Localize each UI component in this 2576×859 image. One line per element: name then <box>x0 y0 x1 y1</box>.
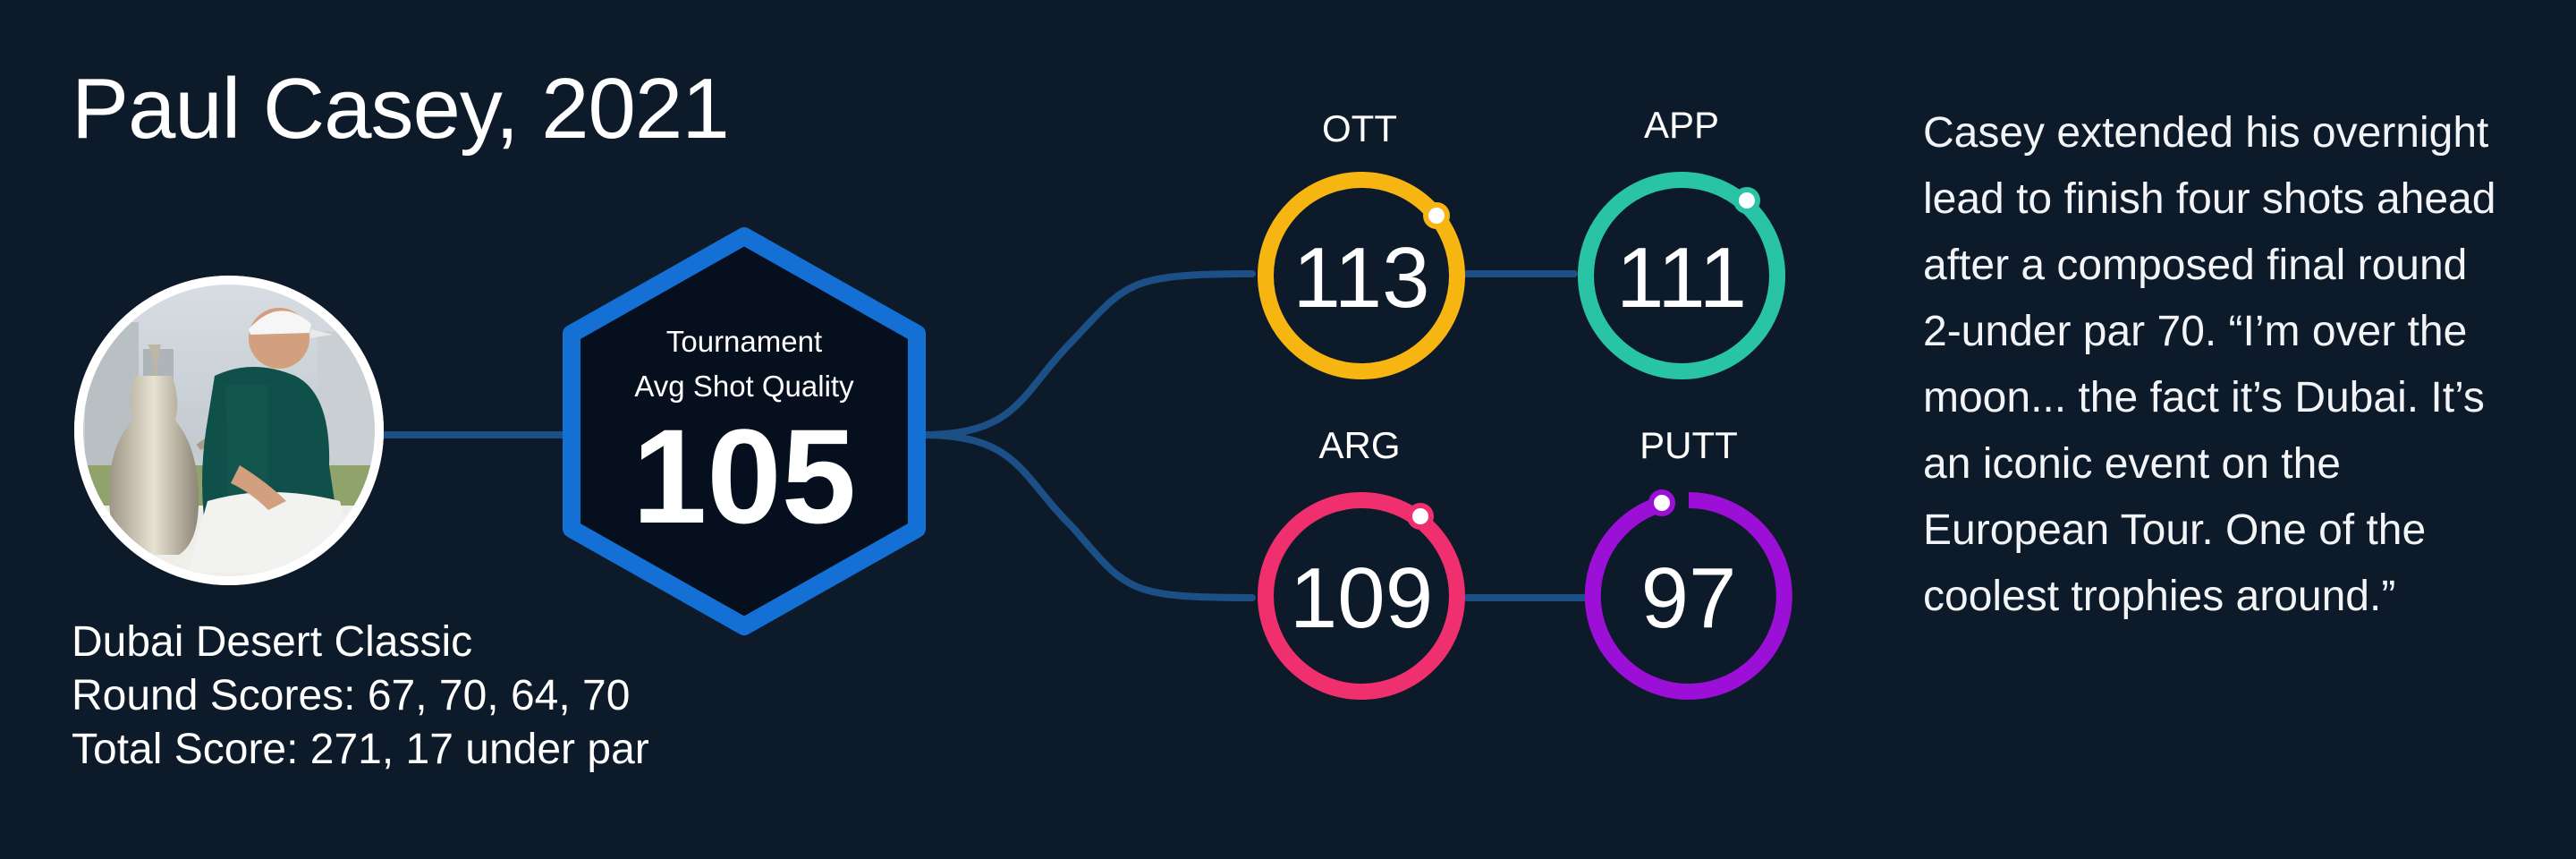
connector-lines <box>372 270 1587 601</box>
tournament-name: Dubai Desert Classic <box>72 618 473 666</box>
metric-label-arg: ARG <box>1318 424 1400 466</box>
player-photo <box>74 276 384 585</box>
metric-ring-ott: 113 <box>1258 172 1465 379</box>
ring-marker-putt <box>1648 489 1675 516</box>
ring-marker-arg <box>1407 503 1434 530</box>
metric-value-arg: 109 <box>1290 550 1433 646</box>
page-title: Paul Casey, 2021 <box>72 61 730 157</box>
quote-paragraph: Casey extended his overnight lead to fin… <box>1923 109 2496 620</box>
metric-label-ott: OTT <box>1322 107 1397 149</box>
hexagon-value: 105 <box>632 401 856 551</box>
connector-hex-bottom <box>918 431 1256 601</box>
putt-progress-arc <box>1584 492 1792 700</box>
ring-marker-app <box>1733 187 1760 214</box>
hexagon-label-line2: Avg Shot Quality <box>634 370 854 403</box>
metric-ring-arg: 109 <box>1258 492 1465 700</box>
metric-label-putt: PUTT <box>1640 424 1738 466</box>
hexagon-label-line1: Tournament <box>666 325 822 358</box>
metric-label-app: APP <box>1644 104 1719 146</box>
tournament-info: Dubai Desert Classic Round Scores: 67, 7… <box>72 616 649 777</box>
metric-ring-app: 111 <box>1578 172 1785 379</box>
total-score: Total Score: 271, 17 under par <box>72 726 649 773</box>
metric-value-app: 111 <box>1616 230 1747 326</box>
connector-hex-top <box>918 270 1256 438</box>
metric-value-ott: 113 <box>1292 230 1429 326</box>
ring-marker-ott <box>1423 202 1450 229</box>
round-scores: Round Scores: 67, 70, 64, 70 <box>72 672 631 719</box>
avg-shot-quality-hexagon: Tournament Avg Shot Quality 105 <box>563 227 926 635</box>
metric-ring-putt: 97 <box>1584 489 1792 700</box>
metric-value-putt: 97 <box>1641 550 1737 646</box>
